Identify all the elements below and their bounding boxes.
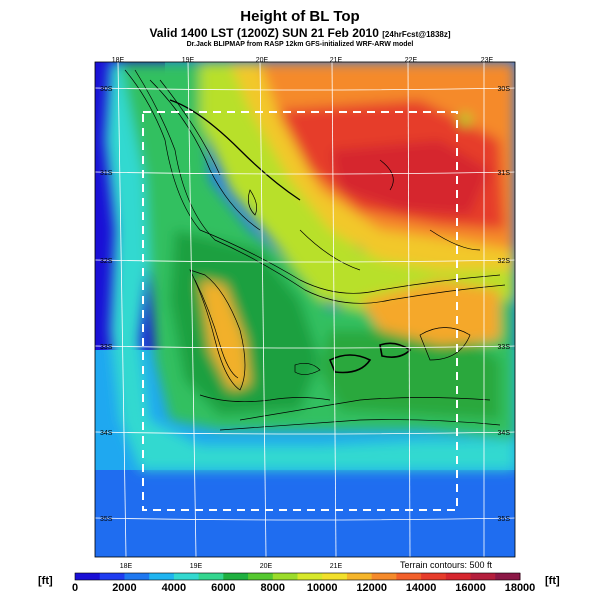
lat-label-left: 30S [100, 86, 113, 93]
colorbar-swatch [421, 573, 447, 580]
lon-label-top: 23E [481, 57, 494, 64]
colorbar-swatch [99, 573, 125, 580]
colorbar-tick-label: 10000 [307, 582, 338, 594]
colorbar-tick-label: 2000 [112, 582, 136, 594]
colorbar-swatch [470, 573, 496, 580]
lon-label-top: 22E [405, 57, 418, 64]
colorbar-swatch [495, 573, 521, 580]
colorbar-unit-left: [ft] [38, 575, 53, 587]
terrain-note: Terrain contours: 500 ft [400, 560, 493, 570]
colorbar-tick-label: 12000 [356, 582, 387, 594]
colorbar-tick-label: 18000 [505, 582, 536, 594]
lon-label-top: 21E [330, 57, 343, 64]
lon-label-bottom: 21E [330, 563, 343, 570]
lat-label-left: 35S [100, 516, 113, 523]
chart-subtitle: Valid 1400 LST (1200Z) SUN 21 Feb 2010 [… [0, 26, 600, 40]
lat-label-left: 31S [100, 170, 113, 177]
lon-label-bottom: 18E [120, 563, 133, 570]
colorbar-swatch [173, 573, 200, 580]
lat-label-right: 34S [498, 430, 511, 437]
valid-time: Valid 1400 LST (1200Z) SUN 21 Feb 2010 [149, 26, 379, 40]
lat-label-right: 30S [498, 86, 511, 93]
colorbar-swatch [248, 573, 274, 580]
map-frame [94, 61, 516, 558]
chart-title: Height of BL Top [240, 8, 360, 25]
lon-label-top: 20E [256, 57, 269, 64]
colorbar-swatch [198, 573, 224, 580]
map-field [95, 62, 515, 557]
colorbar-tick-label: 6000 [211, 582, 235, 594]
colorbar-swatch [346, 573, 373, 580]
colorbar-swatch [124, 573, 150, 580]
lat-label-right: 35S [498, 516, 511, 523]
colorbar-swatch [297, 573, 323, 580]
colorbar-swatch [371, 573, 397, 580]
model-credit: Dr.Jack BLIPMAP from RASP 12km GFS-initi… [186, 41, 414, 48]
colorbar-tick-label: 4000 [162, 582, 186, 594]
lon-label-bottom: 20E [260, 563, 273, 570]
lat-label-right: 33S [498, 344, 511, 351]
lat-label-left: 32S [100, 258, 113, 265]
terrain-contours [124, 69, 506, 431]
colorbar-swatch [272, 573, 298, 580]
colorbar-swatch [322, 573, 348, 580]
lat-label-left: 34S [100, 430, 113, 437]
forecast-info: [24hrFcst@1838z] [382, 30, 451, 39]
colorbar-tick-label: 14000 [406, 582, 437, 594]
lon-label-top: 18E [112, 57, 125, 64]
colorbar-unit-right: [ft] [545, 575, 560, 587]
lat-label-right: 31S [498, 170, 511, 177]
colorbar-tick-label: 0 [72, 582, 78, 594]
colorbar-tick-label: 16000 [455, 582, 486, 594]
colorbar-swatch [445, 573, 472, 580]
lon-label-bottom: 19E [190, 563, 203, 570]
lat-label-left: 33S [100, 344, 113, 351]
colorbar-swatch [396, 573, 422, 580]
colorbar-swatch [149, 573, 175, 580]
colorbar: 0 2000 4000 6000 8000 10000 12000 14000 16000 180… [72, 572, 536, 594]
colorbar-tick-label: 8000 [261, 582, 285, 594]
subdomain-box [142, 111, 458, 511]
colorbar-frame [74, 572, 521, 581]
colorbar-swatch [75, 573, 101, 580]
colorbar-swatch [223, 573, 249, 580]
lon-label-top: 19E [182, 57, 195, 64]
lat-label-right: 32S [498, 258, 511, 265]
